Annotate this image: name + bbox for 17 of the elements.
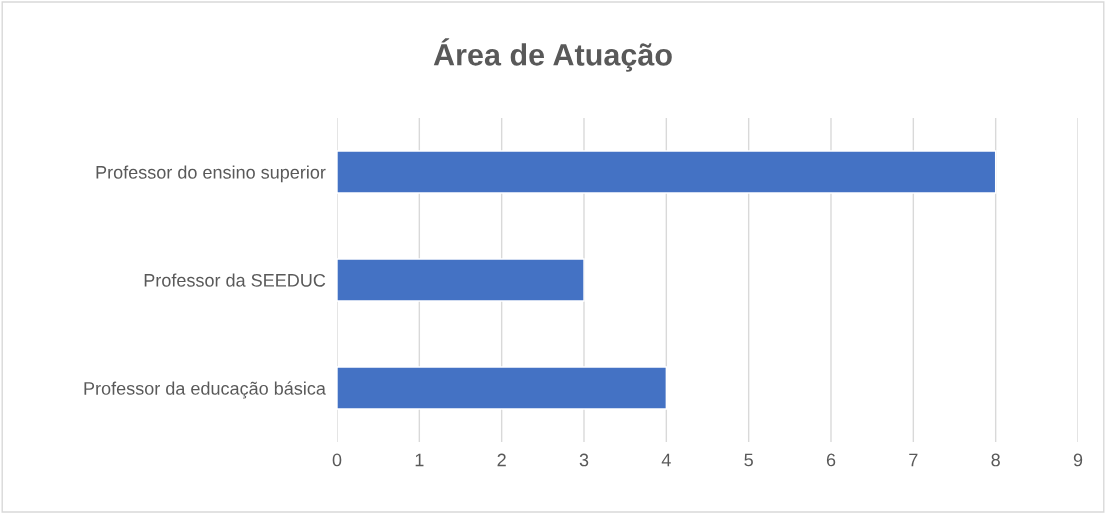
x-tick-label: 7	[909, 453, 918, 467]
x-tick-label: 6	[826, 453, 836, 467]
x-tick-label: 5	[744, 453, 753, 467]
y-tick-label: Professor da educação básica	[84, 381, 326, 399]
x-tick-label: 9	[1073, 453, 1083, 467]
bar	[337, 150, 997, 194]
y-tick-label: Professor do ensino superior	[96, 165, 326, 183]
x-tick-label: 3	[579, 453, 589, 467]
x-tick-label: 0	[332, 453, 342, 467]
chart-title: Área de Atuação	[433, 38, 672, 72]
x-tick-label: 4	[661, 453, 671, 467]
x-tick-label: 2	[497, 453, 506, 467]
bar	[337, 258, 585, 302]
x-tick-label: 8	[991, 453, 1000, 467]
x-tick-label: 1	[415, 453, 424, 467]
y-tick-label: Professor da SEEDUC	[144, 273, 326, 287]
bar	[337, 366, 668, 410]
